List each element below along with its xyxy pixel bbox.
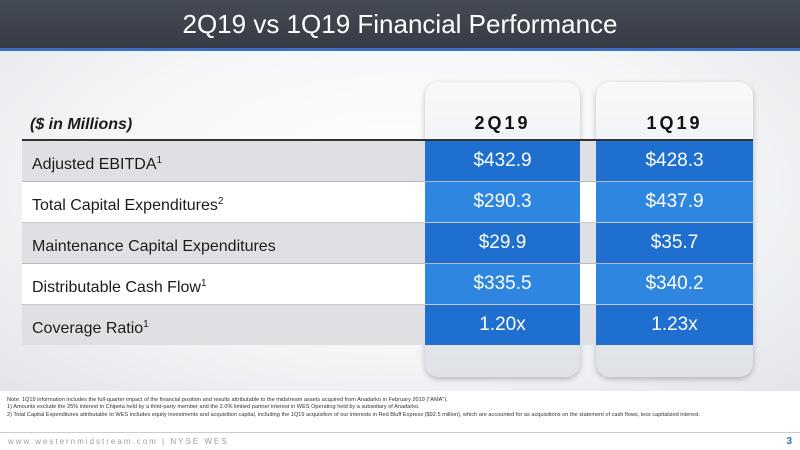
page-number: 3: [786, 436, 792, 447]
footnote-2: 2) Total Capital Expenditures attributab…: [7, 411, 701, 418]
value-2q19: $29.9: [425, 223, 580, 263]
table-row-distributable-cash-flow: Distributable Cash Flow1 $335.5 $340.2: [22, 264, 753, 305]
slide-title: 2Q19 vs 1Q19 Financial Performance: [182, 9, 618, 39]
units-label: ($ in Millions): [30, 116, 133, 133]
value-1q19: $340.2: [596, 264, 753, 304]
column-header-1q19: 1Q19: [646, 113, 703, 133]
table-row-coverage-ratio: Coverage Ratio1 1.20x 1.23x: [22, 305, 753, 345]
footer-website[interactable]: www.westernmidstream.com | NYSE WES: [8, 437, 229, 446]
row-label: Coverage Ratio1: [32, 319, 149, 337]
value-2q19: $335.5: [425, 264, 580, 304]
table-row-maintenance-capex: Maintenance Capital Expenditures $29.9 $…: [22, 223, 753, 264]
value-1q19: $437.9: [596, 182, 753, 222]
value-1q19: $35.7: [596, 223, 753, 263]
footnotes: Note: 1Q19 information includes the full…: [7, 397, 797, 419]
value-1q19: $428.3: [596, 141, 753, 181]
row-label: Distributable Cash Flow1: [32, 278, 207, 296]
row-label: Maintenance Capital Expenditures: [32, 238, 276, 255]
value-2q19: $290.3: [425, 182, 580, 222]
value-2q19: $432.9: [425, 141, 580, 181]
table-row-total-capex: Total Capital Expenditures2 $290.3 $437.…: [22, 182, 753, 223]
footnote-main: Note: 1Q19 information includes the full…: [7, 397, 448, 403]
row-label: Total Capital Expenditures2: [32, 196, 224, 214]
footer-divider: [0, 432, 800, 433]
table-row-adjusted-ebitda: Adjusted EBITDA1 $432.9 $428.3: [22, 141, 753, 182]
value-1q19: 1.23x: [596, 305, 753, 345]
row-label: Adjusted EBITDA1: [32, 155, 163, 173]
header-divider: [22, 139, 753, 141]
column-header-2q19: 2Q19: [474, 113, 531, 133]
value-2q19: 1.20x: [425, 305, 580, 345]
title-bar: [0, 0, 800, 51]
footnote-1: 1) Amounts exclude the 25% interest in C…: [7, 404, 420, 411]
